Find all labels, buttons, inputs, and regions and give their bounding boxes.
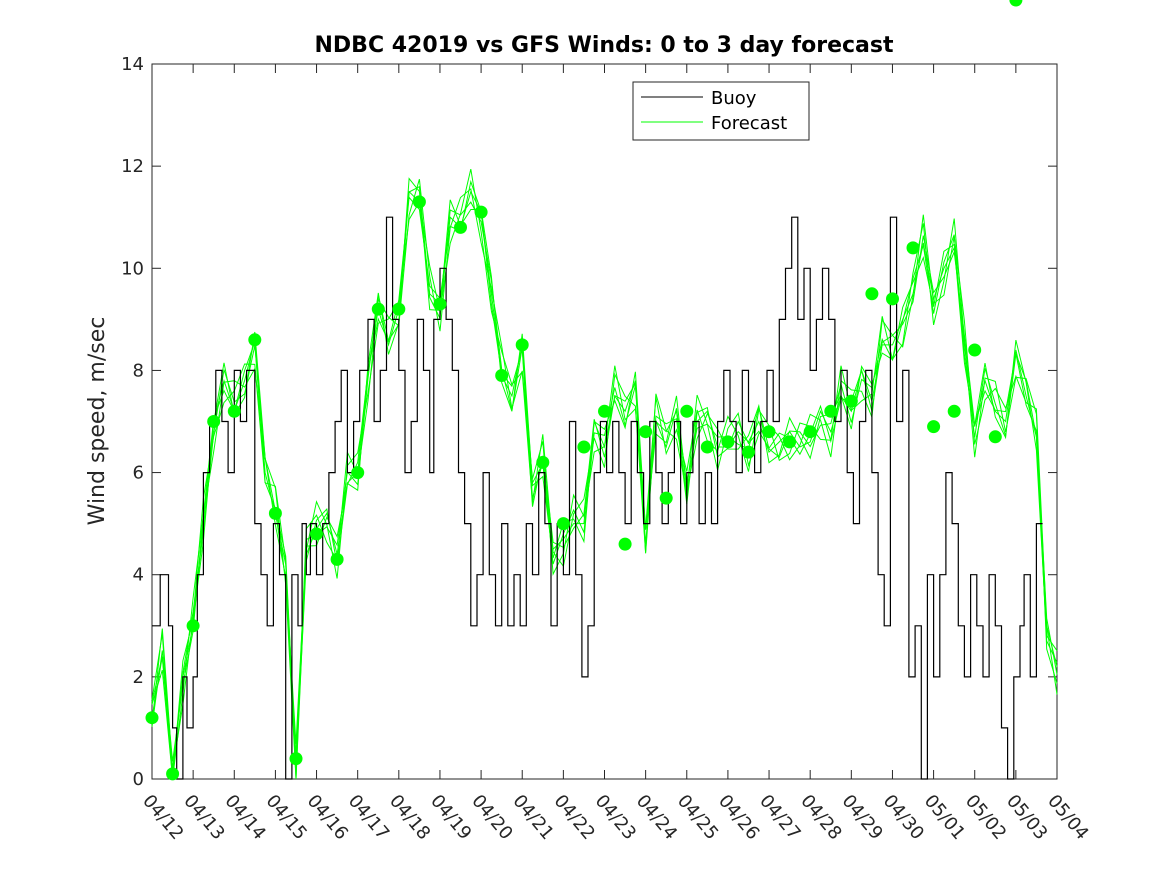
y-tick-label: 12: [121, 156, 144, 177]
forecast-point: [310, 527, 323, 541]
y-tick-label: 0: [133, 769, 144, 790]
forecast-point: [556, 517, 570, 531]
series-layer: [151, 168, 1058, 780]
forecast-point: [618, 537, 632, 551]
buoy-series-line: [152, 216, 1043, 780]
y-tick-label: 10: [121, 258, 144, 279]
forecast-point: [392, 302, 406, 316]
forecast-point: [166, 767, 180, 781]
legend-forecast-label: Forecast: [711, 113, 787, 134]
marker-layer: [145, 0, 1023, 781]
forecast-point: [1009, 0, 1023, 7]
y-tick-label: 14: [121, 54, 144, 75]
y-tick-label: 8: [133, 360, 144, 381]
chart-title: NDBC 42019 vs GFS Winds: 0 to 3 day fore…: [315, 33, 894, 58]
y-axis-label: Wind speed, m/sec: [85, 317, 110, 526]
forecast-point: [227, 404, 241, 418]
forecast-point: [700, 440, 714, 454]
forecast-point: [968, 343, 982, 357]
forecast-point: [433, 297, 447, 311]
forecast-ensemble-line: [151, 179, 1058, 766]
forecast-point: [145, 711, 159, 725]
forecast-point: [207, 415, 221, 428]
forecast-point: [454, 220, 467, 234]
forecast-point: [474, 205, 488, 219]
forecast-point: [598, 404, 611, 418]
forecast-point: [721, 435, 735, 449]
forecast-point: [268, 506, 282, 520]
forecast-point: [947, 404, 961, 418]
forecast-point: [515, 338, 529, 352]
y-axis: 0 2 4 6 8 10 12 14: [121, 54, 1057, 790]
forecast-point: [927, 420, 941, 434]
forecast-point: [577, 440, 591, 454]
forecast-point: [865, 287, 879, 301]
legend-buoy-label: Buoy: [711, 88, 757, 109]
forecast-point: [824, 404, 838, 418]
forecast-point: [536, 455, 550, 469]
forecast-point: [186, 619, 200, 633]
forecast-point: [659, 491, 673, 505]
forecast-point: [248, 333, 262, 347]
forecast-point: [988, 430, 1002, 444]
forecast-point: [906, 241, 920, 255]
forecast-point: [762, 425, 776, 439]
forecast-point: [680, 404, 694, 418]
legend-box: [632, 81, 810, 141]
forecast-point: [742, 445, 755, 459]
y-tick-label: 4: [133, 565, 144, 586]
forecast-point: [412, 195, 426, 209]
forecast-point: [886, 292, 899, 306]
forecast-point: [639, 425, 653, 439]
forecast-point: [803, 425, 817, 439]
forecast-point: [330, 552, 344, 566]
y-tick-label: 6: [133, 463, 144, 484]
forecast-point: [495, 369, 509, 382]
forecast-point: [289, 752, 303, 766]
legend: Buoy Forecast: [632, 81, 810, 141]
forecast-point: [844, 394, 858, 408]
forecast-point: [351, 466, 365, 480]
forecast-point: [371, 302, 385, 316]
y-tick-label: 2: [133, 667, 144, 688]
forecast-point: [783, 435, 797, 449]
forecast-ensemble-line: [151, 179, 1058, 780]
